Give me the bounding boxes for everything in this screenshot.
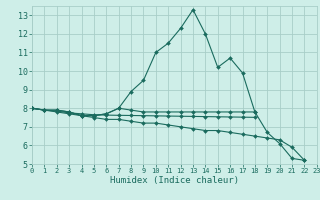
X-axis label: Humidex (Indice chaleur): Humidex (Indice chaleur) <box>110 176 239 185</box>
